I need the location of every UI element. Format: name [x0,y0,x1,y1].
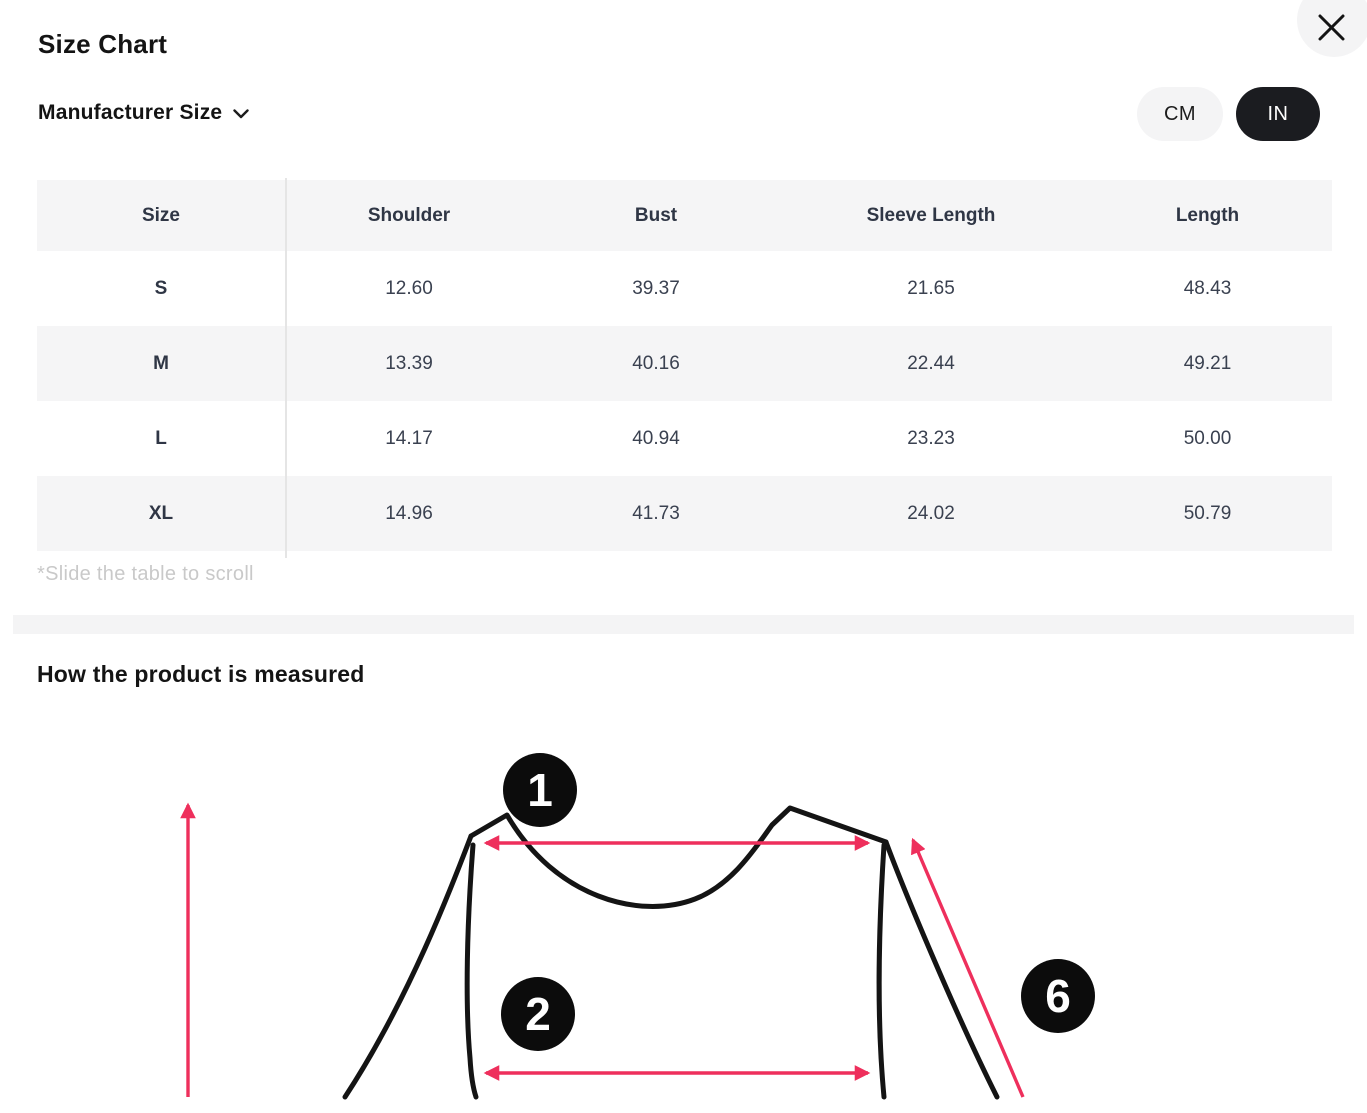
sleeve-length-arrow [911,837,1025,1098]
table-scroll-note: *Slide the table to scroll [37,563,254,585]
cell-shoulder: 12.60 [385,277,433,299]
cell-size: M [153,352,169,374]
cell-shoulder: 14.96 [385,502,433,524]
cell-sleeve-length: 24.02 [907,502,955,524]
close-button[interactable] [1297,0,1367,57]
cell-size: S [154,277,168,299]
size-standard-dropdown[interactable]: Manufacturer Size [38,101,249,125]
measure-badge-shoulder: 1 [503,753,577,827]
column-header-sleeve-length: Sleeve Length [866,204,996,226]
measurement-arrows [180,802,1025,1098]
measurement-heading: How the product is measured [37,661,365,687]
cell-sleeve-length: 21.65 [907,277,955,299]
cell-bust: 40.94 [632,427,680,449]
table-row: XL 14.96 41.73 24.02 50.79 [37,476,1332,551]
measure-badge-sleeve: 6 [1021,959,1095,1033]
svg-text:1: 1 [527,764,553,816]
measurement-diagram: 1 2 6 [180,753,1095,1100]
column-header-size: Size [141,204,181,226]
cell-bust: 40.16 [632,352,680,374]
table-row: S 12.60 39.37 21.65 48.43 [37,251,1332,326]
column-header-length: Length [1175,204,1240,226]
unit-cm-button[interactable]: CM [1137,87,1223,141]
cell-length: 49.21 [1183,352,1232,374]
cell-length: 50.79 [1183,502,1232,524]
cell-bust: 39.37 [632,277,680,299]
svg-text:2: 2 [525,988,551,1040]
unit-toggle: CM IN [1137,87,1320,141]
table-row: M 13.39 40.16 22.44 49.21 [37,326,1332,401]
svg-text:6: 6 [1045,970,1071,1022]
table-row: L 14.17 40.94 23.23 50.00 [37,401,1332,476]
close-icon [1318,14,1345,41]
cell-bust: 41.73 [632,502,680,524]
cell-length: 50.00 [1183,427,1232,449]
cell-size: L [155,427,167,449]
frozen-column-divider [285,178,287,558]
size-standard-label: Manufacturer Size [38,101,223,124]
measure-badge-bust: 2 [501,977,575,1051]
shirt-outline [342,805,1000,1100]
column-header-shoulder: Shoulder [367,204,451,226]
chevron-down-icon [233,106,249,124]
column-header-bust: Bust [634,204,678,226]
unit-in-button[interactable]: IN [1236,87,1320,141]
cell-shoulder: 13.39 [385,352,433,374]
size-table-header: Size Shoulder Bust Sleeve Length Length [37,180,1332,251]
section-divider [13,615,1354,634]
cell-shoulder: 14.17 [385,427,433,449]
cell-length: 48.43 [1183,277,1232,299]
page-title: Size Chart [38,29,168,59]
cell-sleeve-length: 22.44 [907,352,955,374]
size-table[interactable]: Size Shoulder Bust Sleeve Length Length … [37,180,1332,551]
cell-size: XL [148,502,174,524]
cell-sleeve-length: 23.23 [907,427,955,449]
